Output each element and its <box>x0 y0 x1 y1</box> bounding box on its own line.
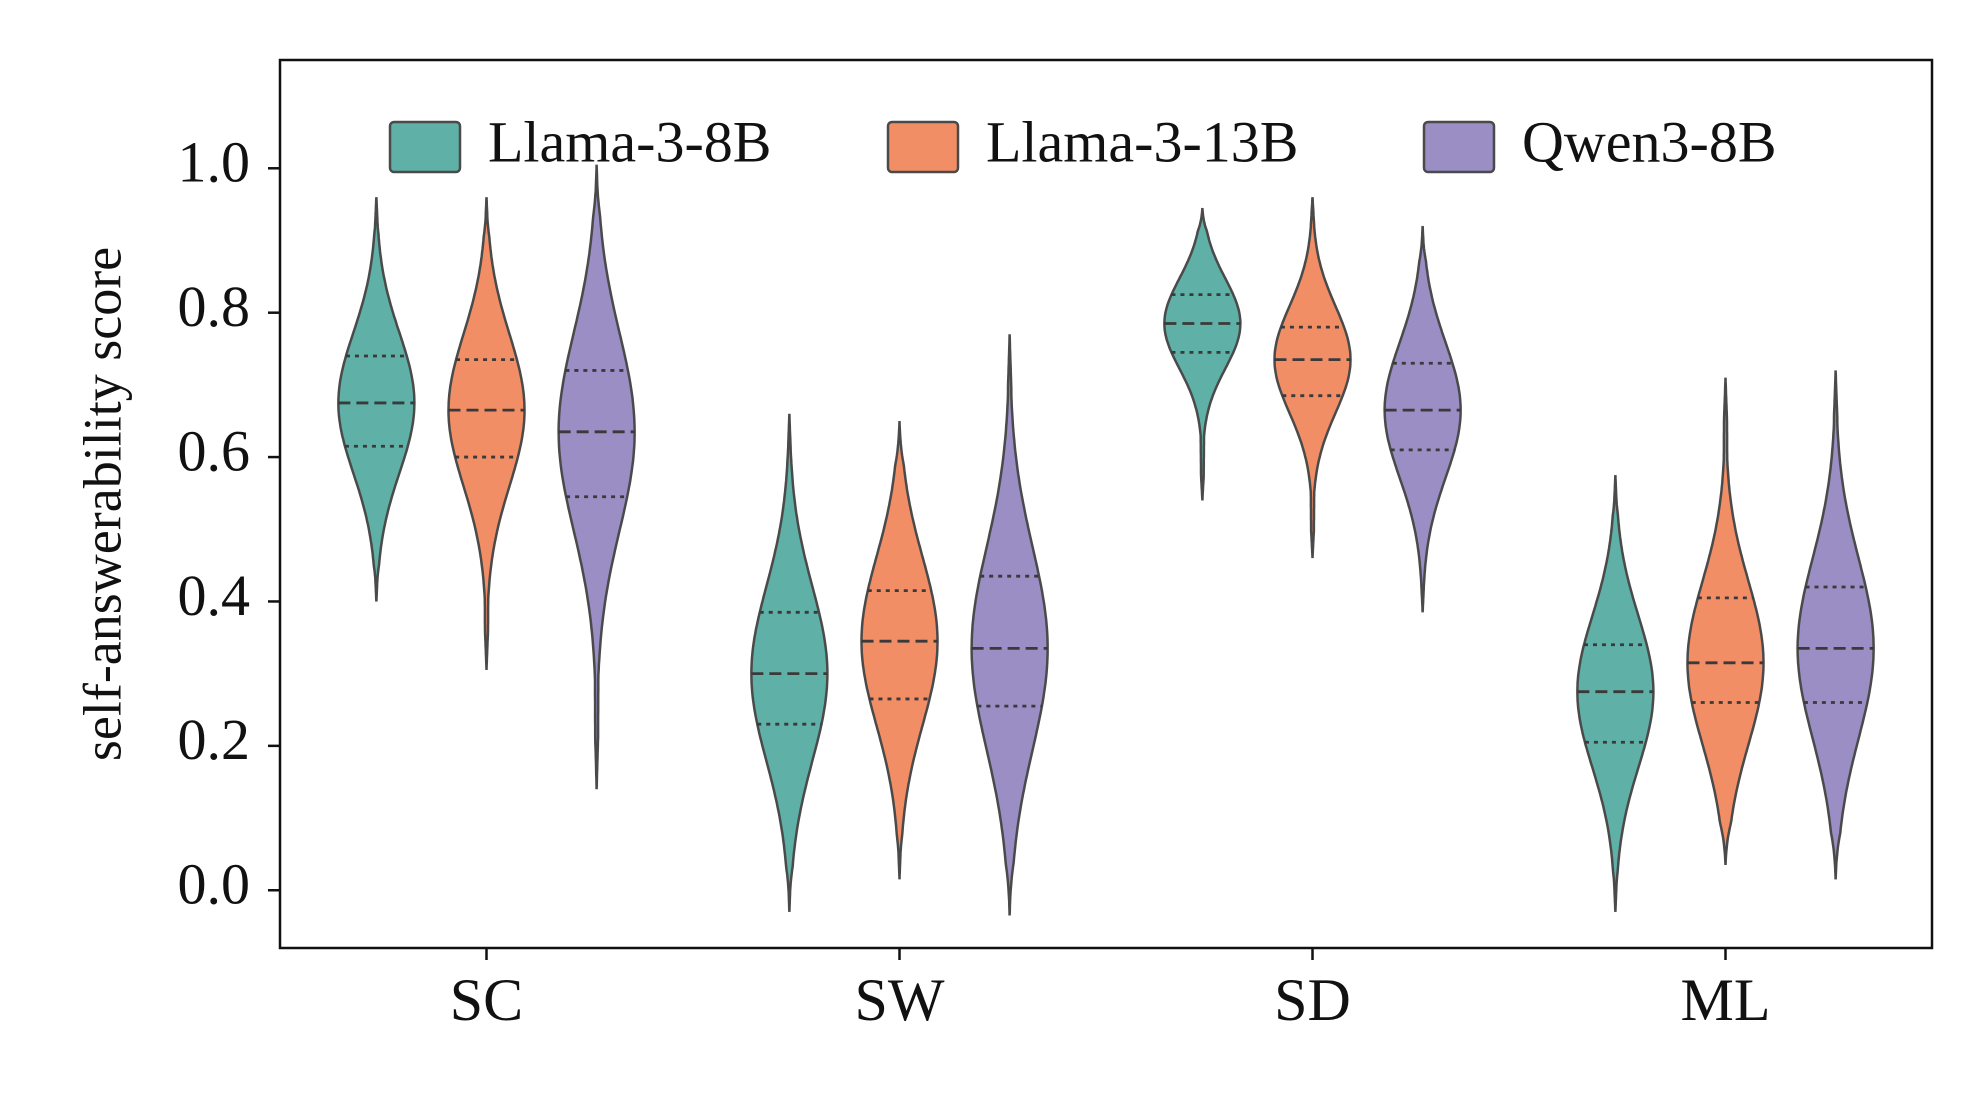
violin-llama-3-8b-ml <box>1576 475 1655 912</box>
legend-label-llama-3-8b: Llama-3-8B <box>488 109 771 174</box>
violin-body <box>1576 475 1655 912</box>
y-tick-label: 1.0 <box>178 130 251 195</box>
violin-llama-3-8b-sd <box>1163 207 1242 501</box>
violin-llama-3-13b-sd <box>1273 197 1352 559</box>
violin-qwen3-8b-sd <box>1383 225 1462 613</box>
legend-label-qwen3-8b: Qwen3-8B <box>1522 109 1777 174</box>
violins-group <box>337 164 1875 916</box>
violin-llama-3-13b-sc <box>447 197 526 671</box>
y-tick-label: 0.4 <box>178 563 251 628</box>
violin-qwen3-8b-ml <box>1796 370 1875 880</box>
legend-label-llama-3-13b: Llama-3-13B <box>986 109 1298 174</box>
violin-qwen3-8b-sc <box>557 164 636 790</box>
violin-body <box>1163 207 1242 501</box>
x-tick-label-sc: SC <box>450 967 523 1033</box>
violin-body <box>750 413 829 912</box>
violin-body <box>1383 225 1462 613</box>
y-tick-label: 0.0 <box>178 852 251 917</box>
violin-llama-3-13b-ml <box>1686 377 1765 866</box>
violin-llama-3-8b-sc <box>337 197 416 602</box>
violin-body <box>860 420 939 880</box>
violin-llama-3-8b-sw <box>750 413 829 912</box>
violin-body <box>447 197 526 671</box>
violin-qwen3-8b-sw <box>970 334 1049 916</box>
y-axis-title: self-answerability score <box>72 247 132 761</box>
violin-body <box>557 164 636 790</box>
violin-body <box>970 334 1049 916</box>
legend-swatch-qwen3-8b <box>1422 120 1496 174</box>
y-tick-label: 0.2 <box>178 707 251 772</box>
plot-frame <box>278 58 1934 950</box>
violin-llama-3-13b-sw <box>860 420 939 880</box>
x-tick-label-ml: ML <box>1681 967 1771 1033</box>
x-axis: SC SW SD ML <box>450 948 1771 1033</box>
violin-body <box>337 197 416 602</box>
x-tick-label-sw: SW <box>855 967 945 1033</box>
violin-body <box>1796 370 1875 880</box>
y-tick-label: 0.8 <box>178 274 251 339</box>
y-tick-label: 0.6 <box>178 418 251 483</box>
y-axis: 0.0 0.2 0.4 0.6 0.8 1.0 <box>178 130 280 917</box>
legend-swatch-llama-3-8b <box>388 120 462 174</box>
violin-body <box>1273 197 1352 559</box>
legend-swatch-llama-3-13b <box>886 120 960 174</box>
legend: Llama-3-8B Llama-3-13B Qwen3-8B <box>388 109 1777 174</box>
x-tick-label-sd: SD <box>1274 967 1351 1033</box>
